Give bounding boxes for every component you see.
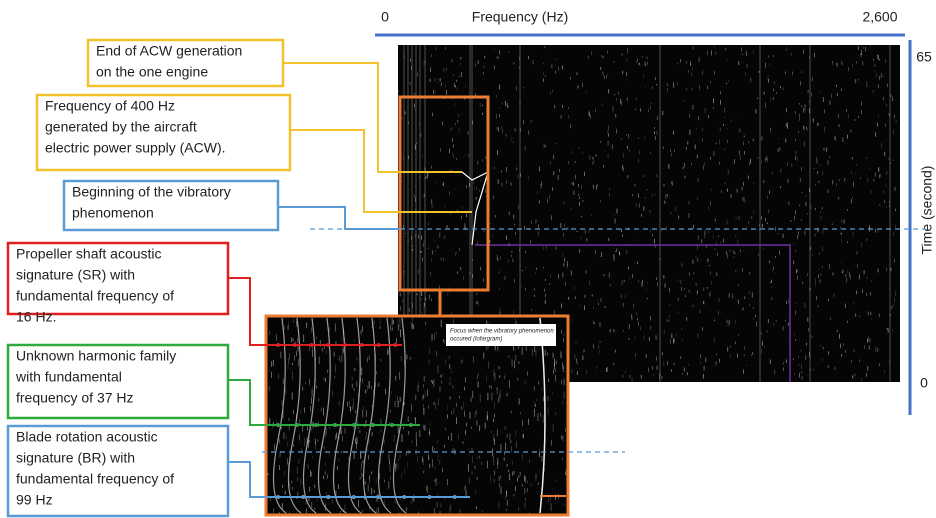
- annotation-text: signature (SR) with: [16, 267, 135, 283]
- inset-caption: Focus when the vibratory phenomenon: [450, 329, 554, 335]
- harmonic-dot: [377, 495, 381, 499]
- harmonic-dot: [409, 423, 413, 427]
- annotation-text: 99 Hz: [16, 492, 53, 508]
- harmonic-dot: [276, 343, 280, 347]
- harmonic-dot: [453, 495, 457, 499]
- annotation-text: generated by the aircraft: [45, 119, 197, 135]
- harmonic-dot: [390, 423, 394, 427]
- harmonic-dot: [301, 495, 305, 499]
- inset-caption: occured (lofargram): [450, 337, 502, 343]
- harmonic-dot: [326, 343, 330, 347]
- diagram: Focus when the vibratory phenomenon occur…: [0, 0, 936, 518]
- inset-caption-box: [446, 324, 556, 346]
- harmonic-dot: [295, 423, 299, 427]
- harmonic-dot: [428, 495, 432, 499]
- annotation-text: with fundamental: [15, 369, 122, 385]
- annotation-text: on the one engine: [96, 64, 208, 80]
- x-min-label: 0: [381, 9, 389, 25]
- harmonic-dot: [327, 495, 331, 499]
- annotation-text: Blade rotation acoustic: [16, 429, 158, 445]
- harmonic-dot: [333, 423, 337, 427]
- harmonic-dot: [377, 343, 381, 347]
- annotation-text: 16 Hz.: [16, 309, 56, 325]
- annotation-text: Propeller shaft acoustic: [16, 246, 162, 262]
- harmonic-dot: [343, 343, 347, 347]
- annotation-text: Unknown harmonic family: [16, 348, 176, 364]
- harmonic-dot: [402, 495, 406, 499]
- harmonic-dot: [371, 423, 375, 427]
- harmonic-dot: [360, 343, 364, 347]
- harmonic-dot: [310, 343, 314, 347]
- annotation-text: phenomenon: [72, 205, 154, 221]
- annotation-text: fundamental frequency of: [16, 288, 174, 304]
- harmonic-dot: [276, 423, 280, 427]
- annotation-text: Frequency of 400 Hz: [45, 98, 175, 114]
- x-max-label: 2,600: [862, 9, 897, 25]
- y-min-label: 0: [920, 375, 928, 391]
- y-axis-title: Time (second): [919, 166, 935, 255]
- harmonic-dot: [293, 343, 297, 347]
- y-max-label: 65: [916, 49, 932, 65]
- annotation-text: fundamental frequency of: [16, 471, 174, 487]
- annotation-text: Beginning of the vibratory: [72, 184, 231, 200]
- harmonic-dot: [352, 495, 356, 499]
- harmonic-dot: [352, 423, 356, 427]
- annotation-text: End of ACW generation: [96, 43, 242, 59]
- harmonic-dot: [276, 495, 280, 499]
- harmonic-dot: [393, 343, 397, 347]
- x-axis-title: Frequency (Hz): [472, 9, 568, 25]
- annotation-text: frequency of 37 Hz: [16, 390, 134, 406]
- harmonic-dot: [314, 423, 318, 427]
- annotation-text: electric power supply (ACW).: [45, 140, 226, 156]
- annotation-text: signature (BR) with: [16, 450, 135, 466]
